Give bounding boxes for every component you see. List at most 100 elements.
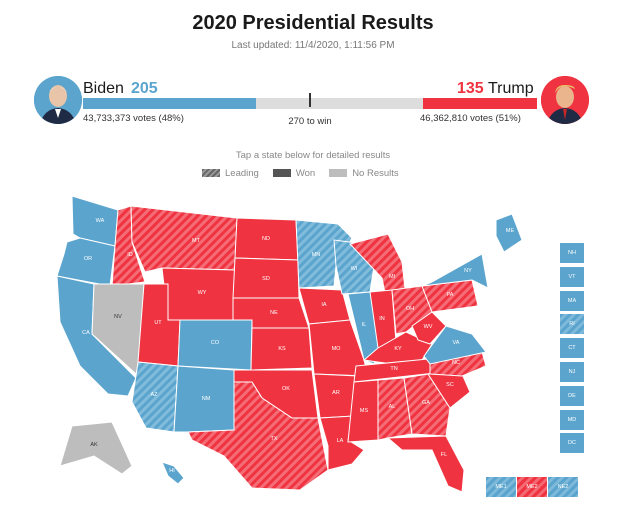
state-shape-az[interactable]: [131, 361, 179, 433]
last-updated: Last updated: 11/4/2020, 1:11:56 PM: [231, 40, 395, 51]
state-nm[interactable]: NM: [173, 365, 235, 433]
state-label-co: CO: [211, 340, 220, 346]
state-label-ny: NY: [464, 268, 472, 274]
state-label-oh: OH: [406, 306, 414, 312]
state-shape-tx[interactable]: [187, 381, 329, 491]
no-results-swatch: [329, 169, 348, 177]
biden-portrait-icon: [34, 76, 82, 124]
district-boxes: ME1 ME2 NE2: [486, 477, 579, 497]
state-shape-wv[interactable]: [411, 311, 447, 345]
biden-bar-fill: [83, 98, 256, 109]
trump-name: Trump: [488, 80, 534, 97]
state-label-ia: IA: [321, 302, 327, 308]
small-state-dc[interactable]: DC: [560, 433, 584, 454]
state-al[interactable]: AL: [377, 377, 413, 441]
state-fl[interactable]: FL: [386, 435, 465, 493]
state-label-mo: MO: [332, 346, 342, 352]
district-me1[interactable]: ME1: [486, 477, 516, 497]
state-label-mt: MT: [192, 238, 201, 244]
state-label-or: OR: [84, 256, 92, 262]
small-state-md[interactable]: MD: [560, 409, 584, 430]
state-ks[interactable]: KS: [250, 327, 313, 371]
state-label-nd: ND: [262, 236, 270, 242]
won-swatch: [272, 169, 291, 177]
small-state-ct[interactable]: CT: [560, 338, 584, 359]
small-state-nh[interactable]: NH: [560, 243, 584, 263]
state-az[interactable]: AZ: [131, 361, 179, 433]
state-ny[interactable]: NY: [421, 253, 489, 289]
state-label-ky: KY: [394, 346, 402, 352]
biden-name: Biden: [83, 80, 124, 97]
trump-bar-fill: [423, 98, 537, 109]
district-ne2[interactable]: NE2: [548, 477, 578, 497]
map-legend: Leading Won No Results: [202, 166, 413, 180]
state-label-ga: GA: [422, 400, 430, 406]
state-co[interactable]: CO: [177, 319, 253, 371]
state-shape-ga[interactable]: [403, 373, 451, 437]
state-label-az: AZ: [150, 392, 158, 398]
win-threshold-marker: [309, 93, 311, 107]
state-shape-me[interactable]: [495, 213, 523, 253]
legend-leading: Leading: [225, 167, 259, 179]
state-label-nc: NC: [452, 360, 460, 366]
state-label-ne: NE: [270, 310, 278, 316]
us-map: WA OR CA ID NV MT WY UT CO AZ NM ND SD NE KS OK TX MN IA MO…: [56, 195, 523, 493]
state-shape-ny[interactable]: [421, 253, 489, 289]
state-wv[interactable]: WV: [411, 311, 447, 345]
state-label-va: VA: [453, 340, 460, 346]
small-state-vt[interactable]: VT: [560, 266, 584, 287]
legend-no-results: No Results: [352, 167, 399, 179]
state-label-mn: MN: [312, 252, 321, 258]
state-label-hi: HI: [169, 468, 175, 474]
state-hi[interactable]: HI: [161, 461, 185, 485]
state-label-in: IN: [379, 316, 385, 322]
state-sd[interactable]: SD: [232, 257, 300, 299]
state-wy[interactable]: WY: [161, 267, 236, 321]
trump-popular-votes: 46,362,810 votes (51%): [420, 113, 521, 124]
state-shape-ks[interactable]: [250, 327, 313, 371]
state-label-mi: MI: [389, 274, 396, 280]
state-ga[interactable]: GA: [403, 373, 451, 437]
state-label-ut: UT: [154, 320, 162, 326]
state-shape-mt[interactable]: [130, 205, 238, 273]
state-label-wy: WY: [198, 290, 207, 296]
to-win-label: 270 to win: [288, 116, 332, 127]
state-label-ar: AR: [332, 390, 340, 396]
state-va[interactable]: VA: [423, 325, 487, 365]
state-label-nm: NM: [202, 396, 211, 402]
state-shape-ak[interactable]: [59, 421, 133, 475]
state-label-nv: NV: [114, 314, 122, 320]
state-label-ak: AK: [90, 442, 98, 448]
small-state-ma[interactable]: MA: [560, 290, 584, 311]
legend-won: Won: [295, 167, 316, 179]
state-shape-fl[interactable]: [386, 435, 465, 493]
state-label-ms: MS: [360, 408, 369, 414]
small-states-column: NH VT MA RI CT NJ DE MD DC: [560, 243, 584, 457]
small-state-ri[interactable]: RI: [560, 314, 584, 335]
state-label-me: ME: [506, 228, 515, 234]
state-shape-al[interactable]: [377, 377, 413, 441]
state-me[interactable]: ME: [495, 213, 523, 253]
biden-avatar: [34, 76, 82, 124]
state-label-wa: WA: [96, 218, 105, 224]
leading-swatch: [202, 169, 220, 177]
state-tx[interactable]: TX: [187, 381, 329, 491]
district-me2[interactable]: ME2: [517, 477, 547, 497]
state-label-fl: FL: [441, 452, 447, 458]
state-label-sc: SC: [446, 382, 454, 388]
state-shape-hi[interactable]: [161, 461, 185, 485]
state-label-ok: OK: [282, 386, 290, 392]
trump-electoral-votes: 135: [457, 80, 484, 97]
biden-popular-votes: 43,733,373 votes (48%): [83, 113, 184, 124]
state-nd[interactable]: ND: [234, 217, 299, 261]
state-label-sd: SD: [262, 276, 270, 282]
state-mt[interactable]: MT: [130, 205, 238, 273]
state-ak[interactable]: AK: [59, 421, 133, 475]
state-label-wi: WI: [351, 266, 358, 272]
state-label-il: IL: [362, 322, 367, 328]
state-label-tn: TN: [390, 366, 397, 372]
state-shape-va[interactable]: [423, 325, 487, 365]
small-state-de[interactable]: DE: [560, 385, 584, 406]
small-state-nj[interactable]: NJ: [560, 361, 584, 382]
state-label-tx: TX: [270, 436, 277, 442]
